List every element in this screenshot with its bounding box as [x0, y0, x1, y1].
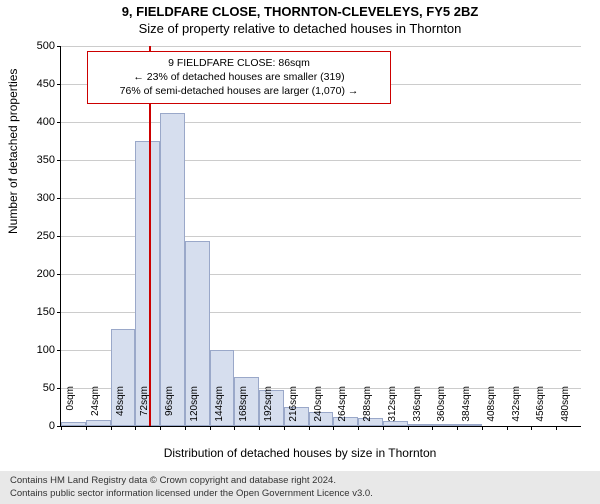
annotation-line: 9 FIELDFARE CLOSE: 86sqm — [98, 56, 380, 70]
ytick-label: 200 — [15, 268, 55, 280]
ytick-label: 150 — [15, 306, 55, 318]
xtick-label: 456sqm — [535, 386, 546, 432]
x-axis-label: Distribution of detached houses by size … — [0, 446, 600, 460]
xtick-mark — [383, 426, 384, 430]
histogram-bar — [135, 141, 160, 426]
xtick-label: 336sqm — [412, 386, 423, 432]
xtick-mark — [556, 426, 557, 430]
ytick-mark — [57, 312, 61, 313]
xtick-mark — [86, 426, 87, 430]
gridline — [61, 122, 581, 123]
xtick-label: 408sqm — [486, 386, 497, 432]
xtick-label: 168sqm — [238, 386, 249, 432]
ytick-label: 350 — [15, 154, 55, 166]
ytick-mark — [57, 198, 61, 199]
y-axis-label: Number of detached properties — [6, 69, 20, 234]
xtick-label: 120sqm — [189, 386, 200, 432]
xtick-label: 384sqm — [461, 386, 472, 432]
xtick-label: 312sqm — [387, 386, 398, 432]
xtick-mark — [507, 426, 508, 430]
xtick-label: 288sqm — [362, 386, 373, 432]
annotation-box: 9 FIELDFARE CLOSE: 86sqm← 23% of detache… — [87, 51, 391, 104]
xtick-mark — [135, 426, 136, 430]
page-title: 9, FIELDFARE CLOSE, THORNTON-CLEVELEYS, … — [0, 4, 600, 19]
xtick-mark — [111, 426, 112, 430]
footer-attribution: Contains HM Land Registry data © Crown c… — [0, 471, 600, 504]
xtick-mark — [408, 426, 409, 430]
ytick-mark — [57, 122, 61, 123]
xtick-label: 264sqm — [337, 386, 348, 432]
xtick-mark — [234, 426, 235, 430]
footer-line2: Contains public sector information licen… — [10, 488, 590, 500]
xtick-label: 96sqm — [164, 386, 175, 432]
xtick-label: 360sqm — [436, 386, 447, 432]
xtick-label: 192sqm — [263, 386, 274, 432]
gridline — [61, 46, 581, 47]
xtick-label: 0sqm — [65, 386, 76, 432]
plot-area: 0501001502002503003504004505000sqm24sqm4… — [60, 46, 581, 427]
xtick-mark — [284, 426, 285, 430]
annotation-line: 76% of semi-detached houses are larger (… — [98, 84, 380, 98]
xtick-mark — [259, 426, 260, 430]
xtick-label: 48sqm — [115, 386, 126, 432]
xtick-mark — [432, 426, 433, 430]
xtick-label: 24sqm — [90, 386, 101, 432]
ytick-mark — [57, 46, 61, 47]
xtick-mark — [61, 426, 62, 430]
ytick-mark — [57, 160, 61, 161]
ytick-label: 250 — [15, 230, 55, 242]
page-subtitle: Size of property relative to detached ho… — [0, 21, 600, 36]
ytick-mark — [57, 274, 61, 275]
ytick-mark — [57, 350, 61, 351]
ytick-label: 400 — [15, 116, 55, 128]
xtick-label: 432sqm — [511, 386, 522, 432]
xtick-mark — [531, 426, 532, 430]
histogram-bar — [160, 113, 185, 426]
xtick-mark — [309, 426, 310, 430]
xtick-label: 480sqm — [560, 386, 571, 432]
ytick-label: 300 — [15, 192, 55, 204]
xtick-mark — [482, 426, 483, 430]
xtick-mark — [185, 426, 186, 430]
ytick-label: 500 — [15, 40, 55, 52]
xtick-mark — [160, 426, 161, 430]
xtick-mark — [358, 426, 359, 430]
ytick-label: 450 — [15, 78, 55, 90]
xtick-mark — [457, 426, 458, 430]
xtick-label: 144sqm — [214, 386, 225, 432]
xtick-label: 216sqm — [288, 386, 299, 432]
ytick-label: 50 — [15, 382, 55, 394]
xtick-mark — [333, 426, 334, 430]
ytick-mark — [57, 388, 61, 389]
annotation-line: ← 23% of detached houses are smaller (31… — [98, 70, 380, 84]
ytick-label: 100 — [15, 344, 55, 356]
ytick-mark — [57, 236, 61, 237]
ytick-label: 0 — [15, 420, 55, 432]
xtick-mark — [210, 426, 211, 430]
ytick-mark — [57, 84, 61, 85]
xtick-label: 240sqm — [313, 386, 324, 432]
footer-line1: Contains HM Land Registry data © Crown c… — [10, 475, 590, 487]
chart: 0501001502002503003504004505000sqm24sqm4… — [60, 46, 580, 426]
